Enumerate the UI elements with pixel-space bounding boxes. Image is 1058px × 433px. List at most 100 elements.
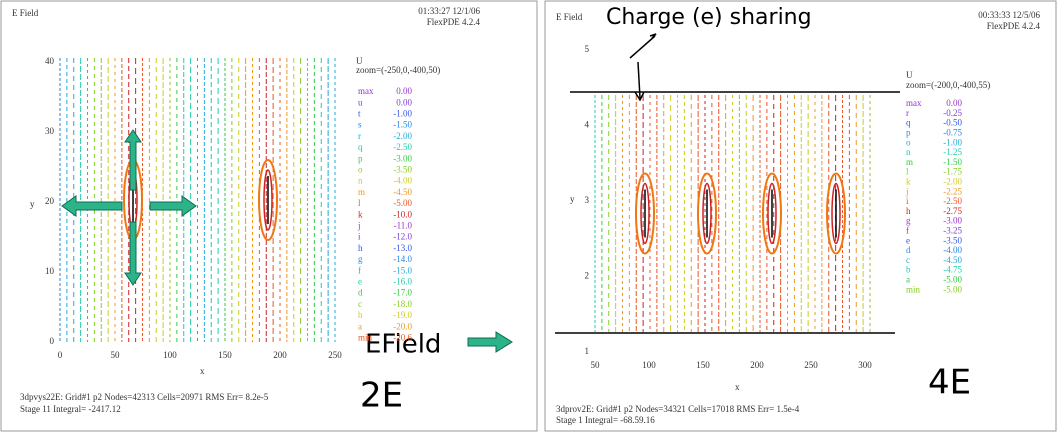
contour <box>762 172 782 255</box>
legend-value: -1.00 <box>393 108 412 118</box>
legend-key: i <box>906 196 909 206</box>
legend-key: e <box>358 276 362 286</box>
legend-value: -3.50 <box>393 164 412 174</box>
legend-key: s <box>358 120 362 130</box>
legend-value: -12.0 <box>393 232 412 242</box>
legend-key: q <box>906 118 911 128</box>
legend-key: k <box>358 209 363 219</box>
x-tick-label: 150 <box>696 360 710 370</box>
charge-sharing-label: Charge (e) sharing <box>606 5 812 30</box>
y-tick-label: 1 <box>585 346 590 356</box>
legend-key: a <box>358 321 362 331</box>
x-axis-label: x <box>735 382 740 392</box>
legend-zoom: zoom=(-250,0,-400,50) <box>356 65 440 75</box>
legend-key: min <box>906 284 921 294</box>
legend-value: 0.00 <box>396 86 412 96</box>
y-tick-label: 10 <box>45 266 55 276</box>
legend-value: -11.0 <box>394 220 413 230</box>
legend-key: c <box>358 299 362 309</box>
x-tick-label: 50 <box>591 360 601 370</box>
legend-value: -3.50 <box>943 235 962 245</box>
footer: 3dprov2E: Grid#1 p2 Nodes=34321 Cells=17… <box>556 404 800 414</box>
y-tick-label: 2 <box>585 271 590 281</box>
legend-key: e <box>906 235 910 245</box>
legend-key: f <box>906 225 909 235</box>
legend-key: b <box>906 265 911 275</box>
legend-value: -1.25 <box>943 147 962 157</box>
right-panel <box>544 0 1057 432</box>
legend-value: -2.00 <box>943 176 962 186</box>
contour <box>767 182 777 245</box>
right-plot <box>555 91 900 334</box>
x-tick-label: 300 <box>858 360 872 370</box>
y-tick-label: 40 <box>45 56 55 66</box>
annotation: 2E <box>360 376 403 416</box>
pointer <box>629 35 656 59</box>
legend-value: -20.0 <box>393 321 412 331</box>
legend-key: t <box>358 108 361 118</box>
legend-value: -4.75 <box>943 265 962 275</box>
legend-key: r <box>358 131 361 141</box>
pointer-head <box>634 91 645 102</box>
y-tick-label: 20 <box>45 196 55 206</box>
arrow-up <box>124 129 142 191</box>
legend-value: -2.75 <box>943 206 962 216</box>
legend-value: -2.50 <box>943 196 962 206</box>
contour <box>263 169 273 231</box>
contour <box>635 172 655 255</box>
legend-key: u <box>358 97 363 107</box>
y-tick-label: 5 <box>585 44 590 54</box>
legend-key: c <box>906 255 910 265</box>
contour <box>697 172 717 255</box>
legend-value: -0.50 <box>943 118 962 128</box>
legend-value: -5.00 <box>943 274 962 284</box>
x-tick-label: 0 <box>58 350 63 360</box>
left-panel <box>0 0 538 432</box>
legend-key: f <box>358 265 361 275</box>
x-axis-label: x <box>200 366 205 376</box>
legend-value: -0.25 <box>943 108 962 118</box>
arrow-down <box>124 221 142 286</box>
y-tick-label: 0 <box>50 336 55 346</box>
arrow-efield <box>467 331 513 353</box>
contour <box>640 182 650 245</box>
legend-value: -5.00 <box>393 198 412 208</box>
legend-value: -2.25 <box>943 186 962 196</box>
legend-key: l <box>358 198 361 208</box>
annotation: 4E <box>928 363 971 403</box>
x-tick-label: 100 <box>163 350 177 360</box>
legend-value: -13.0 <box>393 243 412 253</box>
pointer-arrows <box>629 33 657 102</box>
legend-value: 0.00 <box>396 97 412 107</box>
software: FlexPDE 4.2.4 <box>427 17 481 27</box>
contour <box>702 182 712 245</box>
legend-key: m <box>358 187 365 197</box>
efield-label: EField <box>365 330 441 360</box>
legend-key: n <box>358 176 363 186</box>
legend-key: r <box>906 108 909 118</box>
legend-value: -4.00 <box>943 245 962 255</box>
y-axis-label: y <box>570 194 575 204</box>
timestamp: 00:33:33 12/5/06 <box>978 10 1040 20</box>
legend-value: -3.00 <box>393 153 412 163</box>
legend-key: max <box>358 86 374 96</box>
legend-key: b <box>358 310 363 320</box>
legend-key: j <box>357 220 361 230</box>
legend-value: -4.50 <box>943 255 962 265</box>
legend-value: -15.0 <box>393 265 412 275</box>
legend-value: -2.50 <box>393 142 412 152</box>
x-tick-label: 250 <box>328 350 342 360</box>
legend-value: -3.00 <box>943 216 962 226</box>
legend-key: m <box>906 157 913 167</box>
legend-value: -2.00 <box>393 131 412 141</box>
legend-zoom: zoom=(-200,0,-400,55) <box>906 80 990 90</box>
legend-key: max <box>906 98 922 108</box>
legend-value: -20.6 <box>393 332 412 342</box>
panel-title: E Field <box>556 12 583 22</box>
x-tick-label: 200 <box>750 360 764 370</box>
x-tick-label: 150 <box>218 350 232 360</box>
legend-key: o <box>906 137 911 147</box>
legend-variable: U <box>356 56 363 66</box>
x-tick-label: 200 <box>273 350 287 360</box>
